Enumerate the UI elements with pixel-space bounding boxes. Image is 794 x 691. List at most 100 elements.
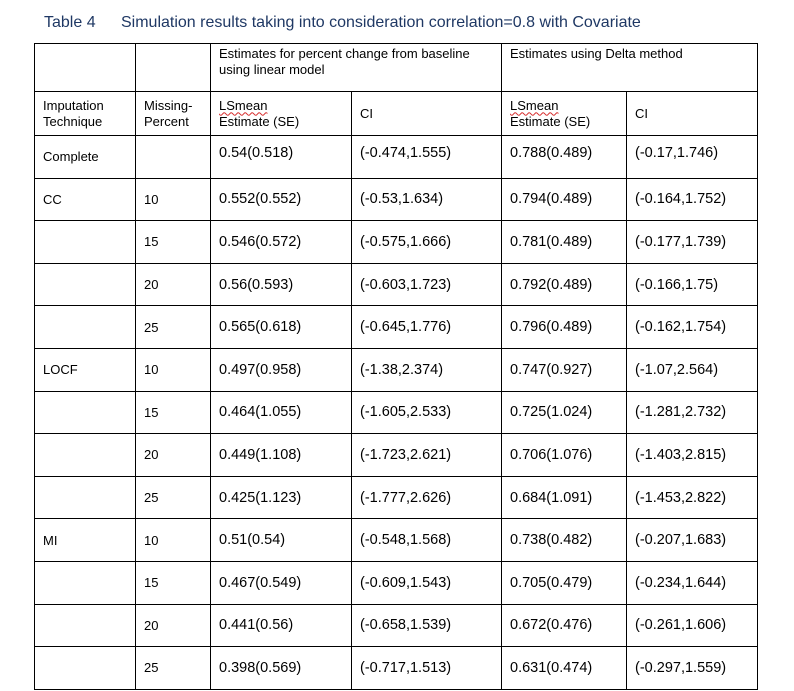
delta-estimate-cell: 0.788(0.489) [501,135,628,179]
linear-estimate-cell: 0.565(0.618) [210,305,352,349]
header-delta-ci: CI [626,91,759,136]
imputation-technique-cell [34,390,136,435]
missing-percent-cell: 10 [135,347,211,392]
delta-ci-cell: (-1.07,2.564) [626,347,759,392]
linear-ci-cell: (-0.603,1.723) [350,262,503,307]
linear-estimate-cell: 0.552(0.552) [210,177,352,222]
delta-estimate-cell: 0.747(0.927) [501,347,628,392]
missing-percent-cell: 25 [135,646,211,690]
missing-percent-cell: 20 [135,262,211,307]
delta-estimate-cell: 0.706(1.076) [501,433,628,477]
table-row: 25 0.425(1.123) (-1.777,2.626) 0.684(1.091)… [34,475,759,520]
delta-estimate-cell: 0.781(0.489) [501,220,628,264]
delta-estimate-cell: 0.705(0.479) [501,560,628,605]
header-missing-percent: Missing- Percent [135,91,211,136]
imputation-technique-cell: CC [34,177,136,222]
estimate-se-label: Estimate (SE) [219,113,300,129]
linear-estimate-cell: 0.398(0.569) [210,646,352,690]
delta-estimate-cell: 0.684(1.091) [501,475,628,520]
table-row: 20 0.449(1.108) (-1.723,2.621) 0.706(1.076)… [34,433,759,477]
table-row: CC 10 0.552(0.552) (-0.53,1.634) 0.794(0.489… [34,177,759,222]
linear-ci-cell: (-0.474,1.555) [350,135,503,179]
delta-ci-cell: (-0.234,1.644) [626,560,759,605]
missing-percent-cell: 20 [135,603,211,648]
missing-percent-cell [135,135,211,179]
delta-estimate-cell: 0.794(0.489) [501,177,628,222]
linear-estimate-cell: 0.51(0.54) [210,518,352,562]
missing-percent-cell: 15 [135,560,211,605]
header-empty-cell [34,43,136,92]
table-row: 20 0.441(0.56) (-0.658,1.539) 0.672(0.476)(… [34,603,759,648]
header-linear-ci: CI [350,91,503,136]
missing-percent-cell: 15 [135,220,211,264]
table-row: Complete 0.54(0.518) (-0.474,1.555) 0.788(0… [34,135,759,179]
missing-percent-cell: 25 [135,475,211,520]
linear-estimate-cell: 0.54(0.518) [210,135,352,179]
delta-ci-cell: (-0.166,1.75) [626,262,759,307]
imputation-technique-cell [34,646,136,690]
linear-ci-cell: (-0.658,1.539) [350,603,503,648]
estimate-se-label: Estimate (SE) [510,113,591,129]
delta-ci-cell: (-1.403,2.815) [626,433,759,477]
table-row: 15 0.467(0.549) (-0.609,1.543) 0.705(0.479)… [34,560,759,605]
table-title: Simulation results taking into considera… [121,14,641,31]
header-column-row: Imputation Technique Missing- Percent LS… [34,91,759,136]
table-row: 25 0.398(0.569) (-0.717,1.513) 0.631(0.474)… [34,646,759,690]
delta-estimate-cell: 0.672(0.476) [501,603,628,648]
linear-ci-cell: (-0.548,1.568) [350,518,503,562]
imputation-technique-cell: Complete [34,135,136,179]
delta-ci-cell: (-0.17,1.746) [626,135,759,179]
linear-estimate-cell: 0.464(1.055) [210,390,352,435]
header-empty-cell [135,43,211,92]
linear-ci-cell: (-1.38,2.374) [350,347,503,392]
linear-estimate-cell: 0.441(0.56) [210,603,352,648]
linear-ci-cell: (-1.777,2.626) [350,475,503,520]
table-row: 15 0.546(0.572) (-0.575,1.666) 0.781(0.489)… [34,220,759,264]
delta-estimate-cell: 0.792(0.489) [501,262,628,307]
linear-ci-cell: (-0.53,1.634) [350,177,503,222]
delta-ci-cell: (-1.281,2.732) [626,390,759,435]
linear-ci-cell: (-1.605,2.533) [350,390,503,435]
missing-label-line2: Percent [144,113,189,129]
delta-estimate-cell: 0.631(0.474) [501,646,628,690]
table-row: 20 0.56(0.593) (-0.603,1.723) 0.792(0.489)(… [34,262,759,307]
delta-estimate-cell: 0.725(1.024) [501,390,628,435]
linear-estimate-cell: 0.497(0.958) [210,347,352,392]
imputation-technique-cell [34,262,136,307]
imputation-technique-cell: MI [34,518,136,562]
linear-ci-cell: (-0.717,1.513) [350,646,503,690]
table-row: MI 10 0.51(0.54) (-0.548,1.568) 0.738(0.482)… [34,518,759,562]
missing-percent-cell: 15 [135,390,211,435]
delta-ci-cell: (-0.177,1.739) [626,220,759,264]
missing-percent-cell: 10 [135,518,211,562]
delta-ci-cell: (-0.207,1.683) [626,518,759,562]
table-row: LOCF 10 0.497(0.958) (-1.38,2.374) 0.747(0.9… [34,347,759,392]
linear-ci-cell: (-1.723,2.621) [350,433,503,477]
delta-ci-cell: (-0.164,1.752) [626,177,759,222]
table-caption: Table 4 Simulation results taking into co… [44,14,641,32]
header-imputation-technique: Imputation Technique [34,91,136,136]
imputation-technique-cell [34,433,136,477]
lsmean-label: LSmean [510,97,559,113]
results-table: Estimates for percent change from baseli… [34,43,759,690]
missing-percent-cell: 10 [135,177,211,222]
missing-percent-cell: 25 [135,305,211,349]
lsmean-label: LSmean [219,97,268,113]
imputation-label: Imputation Technique [43,97,104,129]
imputation-technique-cell [34,603,136,648]
header-delta-method: Estimates using Delta method [501,43,759,92]
linear-estimate-cell: 0.467(0.549) [210,560,352,605]
linear-estimate-cell: 0.425(1.123) [210,475,352,520]
imputation-technique-cell [34,475,136,520]
table-row: 25 0.565(0.618) (-0.645,1.776) 0.796(0.489)… [34,305,759,349]
delta-ci-cell: (-0.261,1.606) [626,603,759,648]
imputation-technique-cell [34,220,136,264]
missing-percent-cell: 20 [135,433,211,477]
header-delta-estimate: LSmean Estimate (SE) [501,91,628,136]
table-number: Table 4 [44,14,96,31]
linear-ci-cell: (-0.645,1.776) [350,305,503,349]
header-linear-estimate: LSmean Estimate (SE) [210,91,352,136]
linear-estimate-cell: 0.546(0.572) [210,220,352,264]
linear-ci-cell: (-0.609,1.543) [350,560,503,605]
delta-ci-cell: (-0.162,1.754) [626,305,759,349]
